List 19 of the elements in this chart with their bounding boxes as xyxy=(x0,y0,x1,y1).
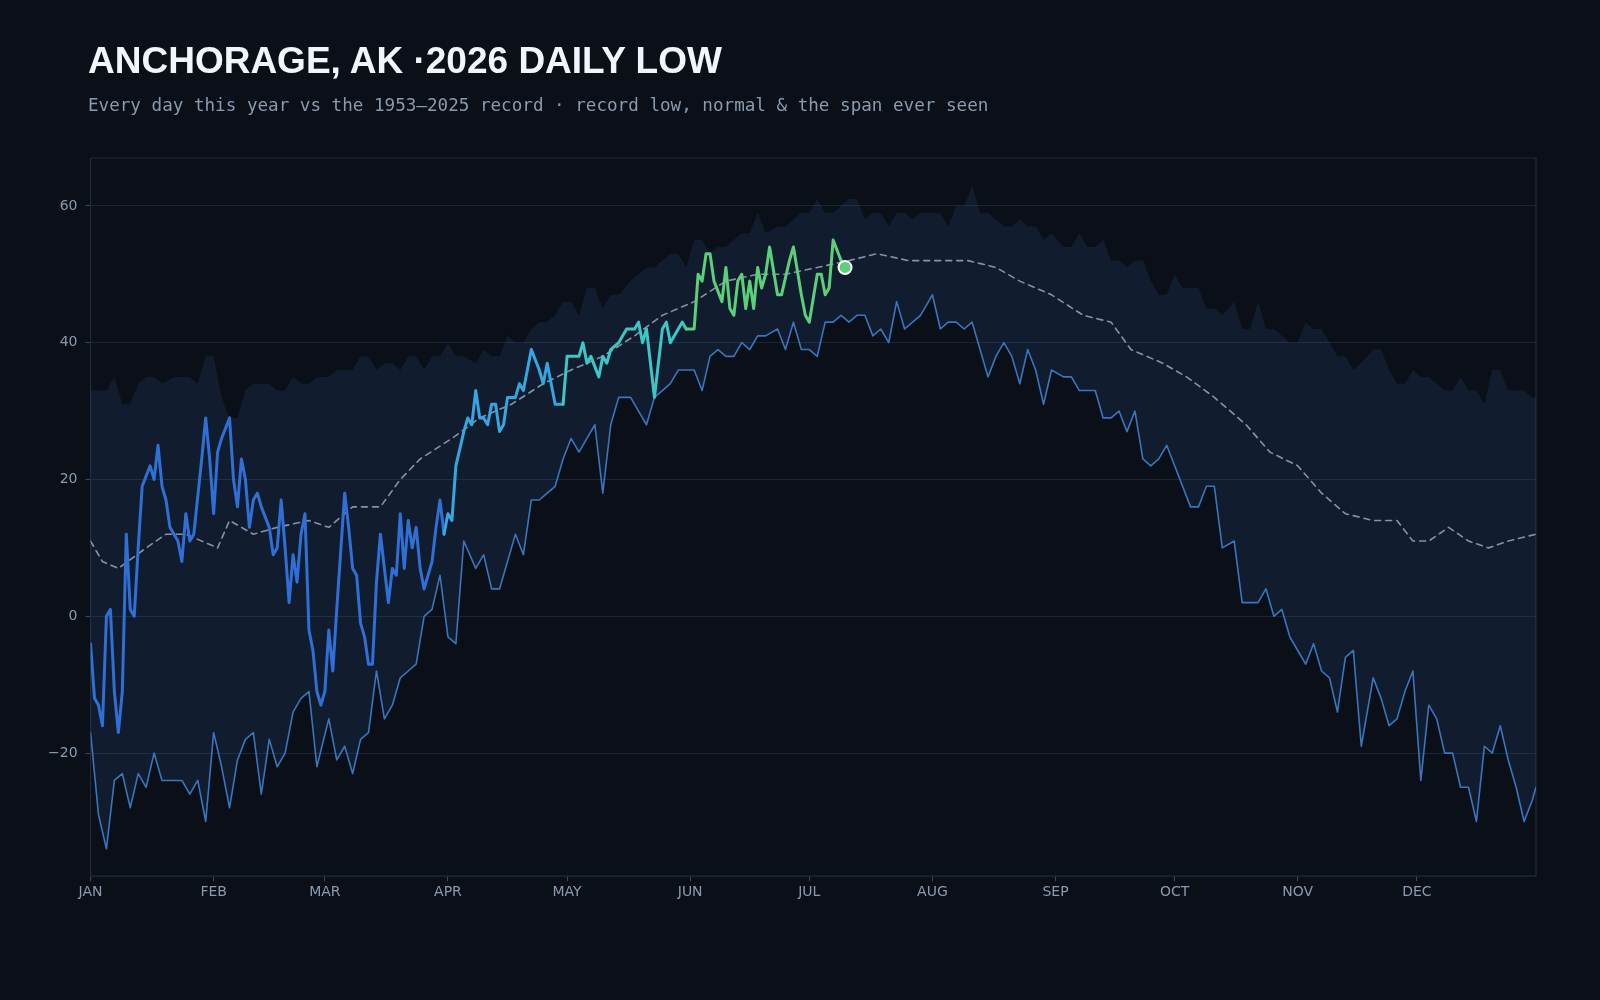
chart-subtitle: Every day this year vs the 1953–2025 record · record low, normal & the span ever seen xyxy=(88,95,989,115)
y-tick-label: 40 xyxy=(59,333,78,350)
x-tick-label: AUG xyxy=(917,883,948,900)
y-tick-label: 60 xyxy=(59,196,78,213)
x-tick-label: APR xyxy=(434,883,463,900)
y-tick-label: −20 xyxy=(48,743,78,760)
x-tick-label: JAN xyxy=(77,883,103,900)
x-tick-label: FEB xyxy=(200,883,227,900)
x-tick-label: JUL xyxy=(797,883,821,900)
x-tick-label: MAY xyxy=(552,883,583,900)
x-tick-label: DEC xyxy=(1402,883,1432,900)
x-tick-label: SEP xyxy=(1042,883,1069,900)
x-tick-label: JUN xyxy=(676,883,703,900)
y-tick-label: 20 xyxy=(59,470,78,487)
y-tick-label: 0 xyxy=(68,606,78,623)
x-tick-label: MAR xyxy=(309,883,341,900)
x-tick-label: OCT xyxy=(1159,883,1190,900)
chart-title: ANCHORAGE, AK ·2026 DAILY LOW xyxy=(88,40,722,82)
x-tick-label: NOV xyxy=(1282,883,1314,900)
